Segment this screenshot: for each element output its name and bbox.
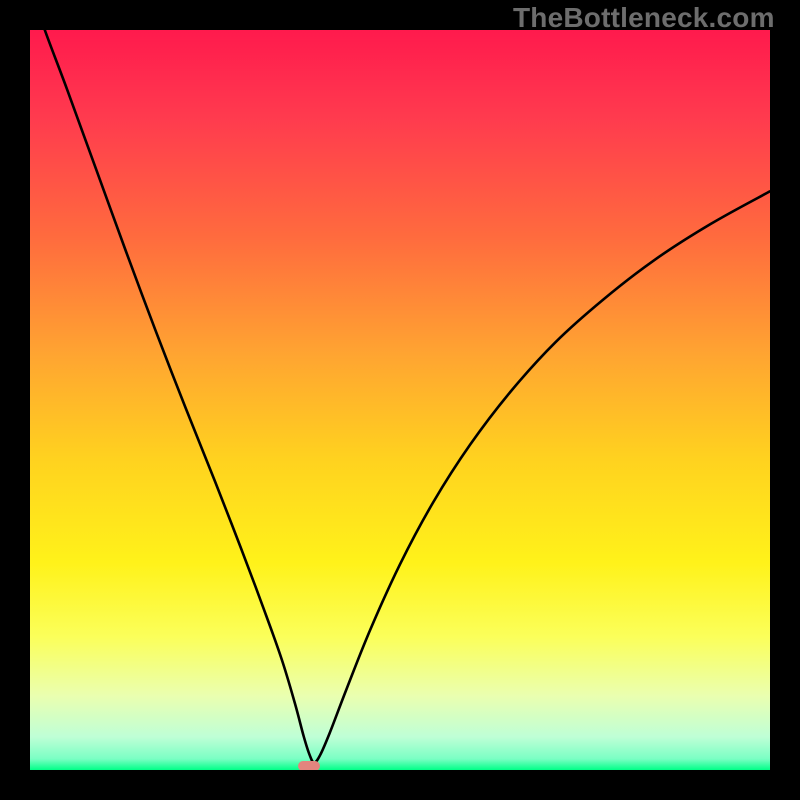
plot-area [30, 30, 770, 770]
minimum-marker [298, 761, 320, 770]
curve-layer [30, 30, 770, 770]
watermark-text: TheBottleneck.com [513, 2, 775, 34]
chart-frame: TheBottleneck.com [0, 0, 800, 800]
bottleneck-curve [30, 30, 770, 763]
